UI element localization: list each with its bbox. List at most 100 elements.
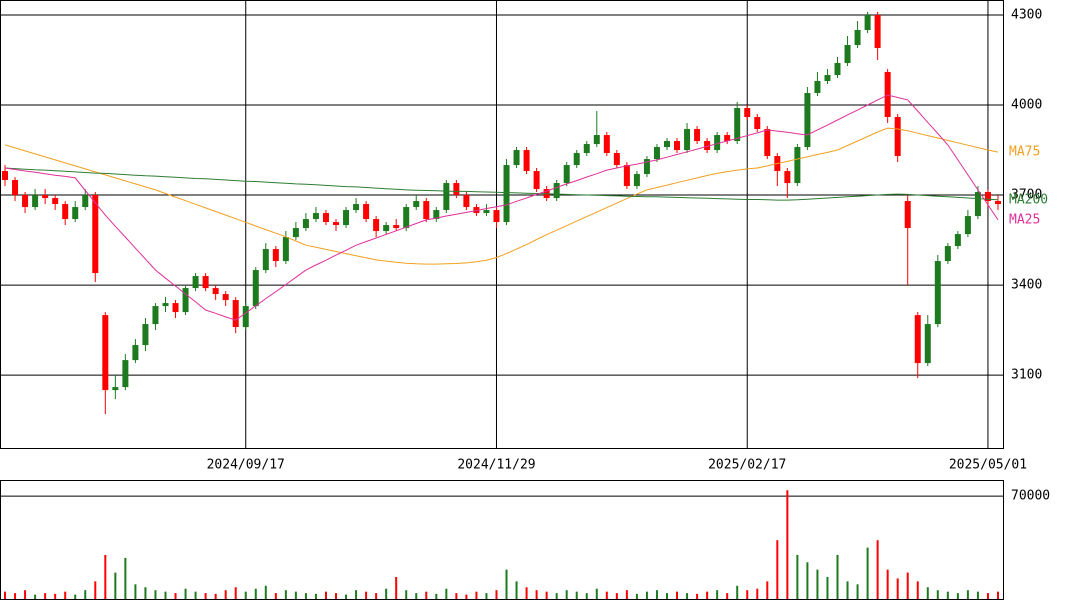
legend-label: MA25 [1009,212,1040,227]
volume-bar [926,587,929,599]
volume-bar [866,547,869,599]
volume-bar [545,591,548,599]
volume-bar [585,593,588,599]
y-tick-label: 4300 [1011,8,1042,23]
x-tick-label: 2024/09/17 [207,458,285,473]
candle-body [754,117,761,130]
volume-bar [916,581,919,599]
volume-bar [134,584,137,599]
candle-body [924,324,931,364]
candle-body [202,276,209,289]
volume-bar [234,587,237,599]
volume-bar [375,593,378,599]
volume-bar [896,578,899,599]
volume-bar [996,591,999,599]
volume-bar [304,593,307,599]
volume-bar [936,590,939,599]
candle-body [814,81,821,94]
volume-bar [204,593,207,599]
candle-body [363,204,370,220]
volume-frame [0,480,1004,600]
candle-body [864,15,871,31]
candle-body [824,75,831,82]
candle-body [603,135,610,154]
candle-body [2,171,9,181]
candle-body [463,195,470,208]
candle-body [784,171,791,184]
volume-bar [846,581,849,599]
volume-bar [696,593,699,599]
candle-body [914,315,921,364]
volume-bar [74,594,77,599]
candle-body [333,222,340,226]
candle-body [764,129,771,157]
volume-bar [676,591,679,599]
volume-bar [54,593,57,599]
volume-bar [144,587,147,599]
candle-body [473,207,480,214]
candle-body [172,303,179,313]
volume-bar [836,554,839,599]
candle-body [92,195,99,274]
candle-body [312,213,319,220]
candle-body [934,261,941,325]
candle-body [704,141,711,151]
candle-body [22,195,29,208]
candle-body [423,201,430,220]
candle-body [573,153,580,166]
volume-bar [886,569,889,599]
volume-bar [766,581,769,599]
candle-body [714,135,721,151]
volume-bar [4,591,7,599]
volume-bar [114,572,117,599]
volume-bar [455,593,458,599]
volume-bar [385,588,388,599]
candle-body [984,192,991,202]
candle-body [302,219,309,229]
candle-body [523,150,530,172]
candle-body [132,345,139,361]
volume-bar [665,593,668,599]
candle-body [222,294,229,301]
candle-body [232,300,239,328]
candle-body [393,225,400,229]
y-tick-label: 3400 [1011,278,1042,293]
x-tick-label: 2024/11/29 [457,458,535,473]
ma-line [4,167,999,201]
candle-body [373,219,380,232]
volume-bar [856,584,859,599]
candle-body [834,63,841,76]
volume-bar [365,591,368,599]
candle-body [513,150,520,166]
volume-bar [214,593,217,599]
volume-bar [565,590,568,599]
candle-body [292,228,299,238]
volume-bar [244,591,247,599]
volume-bar [495,590,498,599]
x-tick-label: 2025/05/01 [949,458,1027,473]
volume-bar [535,590,538,599]
candle-body [583,144,590,154]
candle-body [684,129,691,151]
candle-body [503,165,510,223]
candle-body [533,171,540,190]
candle-body [82,195,89,208]
candle-body [192,276,199,289]
volume-bar [625,590,628,599]
candle-body [674,141,681,151]
volume-bar [395,576,398,599]
candle-body [964,216,971,235]
ma-line [4,94,999,321]
volume-bar [485,593,488,599]
volume-bar [876,540,879,599]
candle-body [633,174,640,187]
candle-body [904,201,911,229]
volume-bar [525,587,528,599]
volume-bar [786,490,789,599]
volume-bar [425,591,428,599]
candle-body [383,225,390,232]
price-frame [0,0,1004,449]
x-tick-label: 2025/02/17 [708,458,786,473]
volume-bar [635,593,638,599]
